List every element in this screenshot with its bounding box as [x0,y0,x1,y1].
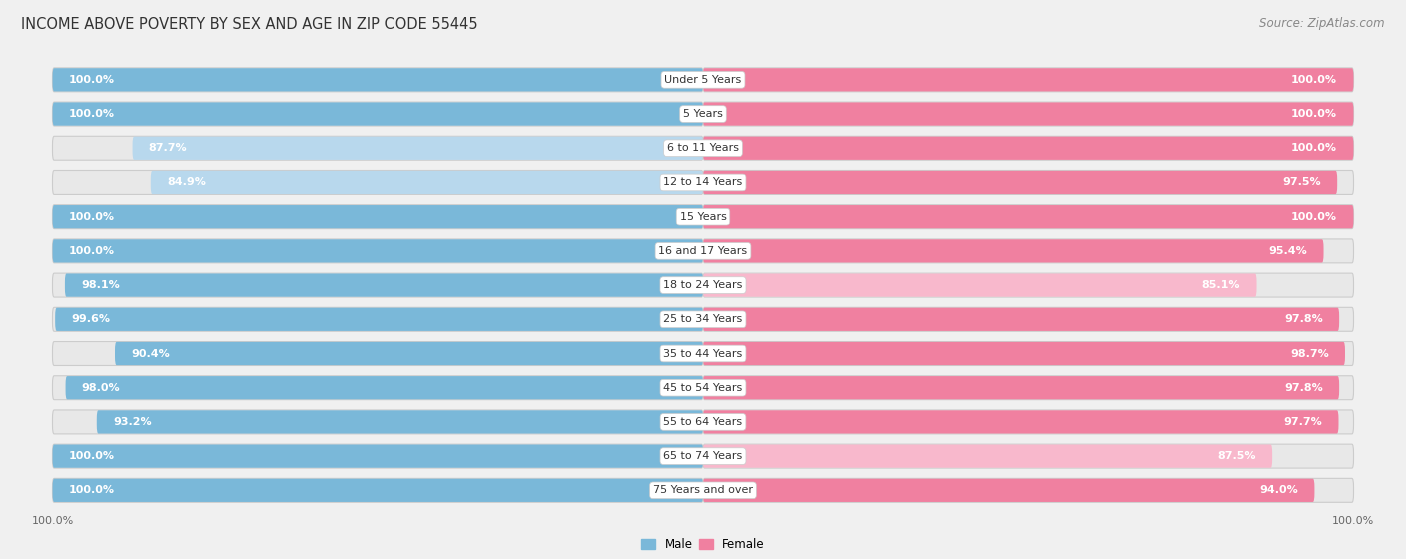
FancyBboxPatch shape [703,479,1315,502]
Text: 84.9%: 84.9% [167,177,205,187]
FancyBboxPatch shape [703,239,1354,263]
FancyBboxPatch shape [703,342,1354,366]
Text: 15 Years: 15 Years [679,212,727,222]
Text: 98.1%: 98.1% [82,280,120,290]
Text: 93.2%: 93.2% [112,417,152,427]
Text: 100.0%: 100.0% [1291,109,1337,119]
Text: 100.0%: 100.0% [69,246,115,256]
FancyBboxPatch shape [52,479,703,502]
FancyBboxPatch shape [703,307,1354,331]
FancyBboxPatch shape [703,68,1354,92]
FancyBboxPatch shape [703,102,1354,126]
FancyBboxPatch shape [115,342,703,365]
Legend: Male, Female: Male, Female [637,533,769,556]
Text: 75 Years and over: 75 Years and over [652,485,754,495]
FancyBboxPatch shape [703,444,1354,468]
Text: 25 to 34 Years: 25 to 34 Years [664,314,742,324]
FancyBboxPatch shape [52,444,703,468]
FancyBboxPatch shape [703,376,1354,400]
FancyBboxPatch shape [703,444,1272,468]
FancyBboxPatch shape [703,410,1354,434]
Text: 100.0%: 100.0% [1291,75,1337,85]
Text: 100.0%: 100.0% [69,485,115,495]
Text: 98.7%: 98.7% [1289,348,1329,358]
FancyBboxPatch shape [52,342,703,366]
FancyBboxPatch shape [52,205,703,228]
FancyBboxPatch shape [52,102,703,126]
FancyBboxPatch shape [703,479,1354,503]
FancyBboxPatch shape [703,342,1346,365]
FancyBboxPatch shape [52,205,703,229]
FancyBboxPatch shape [703,239,1323,263]
FancyBboxPatch shape [132,136,703,160]
FancyBboxPatch shape [52,68,703,92]
FancyBboxPatch shape [52,136,703,160]
FancyBboxPatch shape [52,307,703,331]
FancyBboxPatch shape [703,205,1354,228]
Text: 100.0%: 100.0% [1291,143,1337,153]
Text: 97.7%: 97.7% [1284,417,1322,427]
Text: 97.5%: 97.5% [1282,177,1320,187]
Text: 35 to 44 Years: 35 to 44 Years [664,348,742,358]
Text: 100.0%: 100.0% [69,451,115,461]
FancyBboxPatch shape [66,376,703,399]
FancyBboxPatch shape [703,68,1354,92]
Text: Under 5 Years: Under 5 Years [665,75,741,85]
Text: 87.5%: 87.5% [1218,451,1256,461]
Text: 85.1%: 85.1% [1202,280,1240,290]
Text: 95.4%: 95.4% [1268,246,1308,256]
FancyBboxPatch shape [703,273,1354,297]
FancyBboxPatch shape [703,307,1339,331]
Text: 65 to 74 Years: 65 to 74 Years [664,451,742,461]
Text: INCOME ABOVE POVERTY BY SEX AND AGE IN ZIP CODE 55445: INCOME ABOVE POVERTY BY SEX AND AGE IN Z… [21,17,478,32]
FancyBboxPatch shape [65,273,703,297]
FancyBboxPatch shape [52,102,703,126]
Text: 55 to 64 Years: 55 to 64 Years [664,417,742,427]
Text: 100.0%: 100.0% [69,212,115,222]
FancyBboxPatch shape [52,239,703,263]
Text: 94.0%: 94.0% [1260,485,1298,495]
Text: 98.0%: 98.0% [82,383,121,393]
FancyBboxPatch shape [703,410,1339,434]
FancyBboxPatch shape [52,376,703,400]
FancyBboxPatch shape [703,376,1339,399]
FancyBboxPatch shape [97,410,703,434]
Text: 16 and 17 Years: 16 and 17 Years [658,246,748,256]
FancyBboxPatch shape [52,68,703,92]
Text: 18 to 24 Years: 18 to 24 Years [664,280,742,290]
Text: 100.0%: 100.0% [69,75,115,85]
FancyBboxPatch shape [703,205,1354,229]
FancyBboxPatch shape [52,479,703,503]
FancyBboxPatch shape [52,410,703,434]
FancyBboxPatch shape [52,444,703,468]
Text: 99.6%: 99.6% [72,314,111,324]
FancyBboxPatch shape [52,170,703,195]
Text: 100.0%: 100.0% [1291,212,1337,222]
FancyBboxPatch shape [703,170,1354,195]
FancyBboxPatch shape [52,239,703,263]
FancyBboxPatch shape [703,136,1354,160]
Text: 90.4%: 90.4% [131,348,170,358]
Text: 100.0%: 100.0% [31,516,73,526]
Text: 6 to 11 Years: 6 to 11 Years [666,143,740,153]
Text: 87.7%: 87.7% [149,143,187,153]
Text: 12 to 14 Years: 12 to 14 Years [664,177,742,187]
FancyBboxPatch shape [55,307,703,331]
Text: 100.0%: 100.0% [69,109,115,119]
Text: 97.8%: 97.8% [1284,314,1323,324]
Text: 97.8%: 97.8% [1284,383,1323,393]
FancyBboxPatch shape [52,273,703,297]
Text: 45 to 54 Years: 45 to 54 Years [664,383,742,393]
Text: Source: ZipAtlas.com: Source: ZipAtlas.com [1260,17,1385,30]
Text: 5 Years: 5 Years [683,109,723,119]
FancyBboxPatch shape [703,136,1354,160]
FancyBboxPatch shape [703,273,1257,297]
FancyBboxPatch shape [703,171,1337,194]
FancyBboxPatch shape [703,102,1354,126]
FancyBboxPatch shape [150,171,703,194]
Text: 100.0%: 100.0% [1333,516,1375,526]
